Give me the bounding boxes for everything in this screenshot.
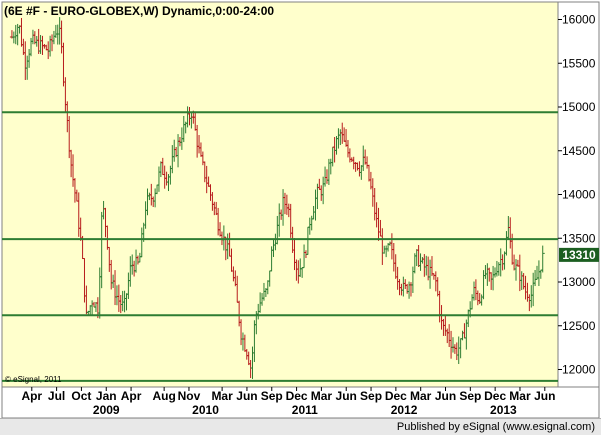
price-tick-label: 12500	[562, 319, 596, 333]
year-label: 2009	[93, 403, 120, 417]
month-label: Apr	[21, 389, 42, 403]
price-chart: 12000 12500 13000 13500 14000 14500 15000 15500…	[1, 1, 600, 419]
time-axis-panel	[1, 386, 600, 419]
month-label: Jun	[435, 389, 456, 403]
price-axis-panel	[557, 1, 600, 388]
month-label: Jun	[534, 389, 555, 403]
month-label: Jun	[236, 389, 257, 403]
last-price-badge: 13310	[559, 247, 599, 262]
time-axis-ticks: Apr Jul Oct Jan Apr Aug Nov Mar Jun Sep Dec Mar Jun S…	[21, 387, 555, 417]
month-label: Aug	[152, 389, 175, 403]
horizontal-levels	[2, 111, 558, 382]
publisher-text: Published by eSignal (www.esignal.com)	[396, 421, 595, 433]
month-label: Mar	[410, 389, 432, 403]
month-label: Dec	[286, 389, 308, 403]
chart-title: (6E #F - EURO-GLOBEX,W) Dynamic,0:00-24:…	[4, 4, 274, 18]
price-tick-label: 12000	[562, 363, 596, 377]
year-label: 2010	[192, 403, 219, 417]
price-tick-label: 15000	[562, 100, 596, 114]
month-label: Jan	[96, 389, 117, 403]
year-label: 2013	[490, 403, 517, 417]
month-label: Mar	[211, 389, 233, 403]
price-tick-label: 13500	[562, 231, 596, 245]
plot-area	[1, 1, 559, 388]
month-label: Apr	[121, 389, 142, 403]
copyright-annotation: © eSignal, 2011	[5, 375, 62, 384]
month-label: Sep	[360, 389, 382, 403]
year-label: 2011	[292, 403, 318, 417]
publisher-footer: Published by eSignal (www.esignal.com)	[0, 418, 601, 435]
month-label: Jul	[48, 389, 65, 403]
price-tick-label: 15500	[562, 56, 596, 70]
month-label: Mar	[509, 389, 531, 403]
month-label: Mar	[311, 389, 333, 403]
price-tick-label: 13000	[562, 275, 596, 289]
month-label: Sep	[459, 389, 481, 403]
price-axis-ticks: 12000 12500 13000 13500 14000 14500 15000 15500…	[558, 13, 596, 377]
price-tick-label: 16000	[562, 13, 596, 27]
year-label: 2012	[391, 403, 418, 417]
month-label: Jun	[336, 389, 357, 403]
price-tick-label: 14000	[562, 188, 596, 202]
month-label: Sep	[261, 389, 283, 403]
month-label: Nov	[178, 389, 201, 403]
last-price-label: 13310	[562, 248, 596, 262]
price-bars	[9, 17, 545, 379]
month-label: Dec	[385, 389, 407, 403]
price-bar	[540, 245, 545, 273]
month-label: Dec	[484, 389, 506, 403]
month-label: Oct	[71, 389, 91, 403]
price-tick-label: 14500	[562, 144, 596, 158]
